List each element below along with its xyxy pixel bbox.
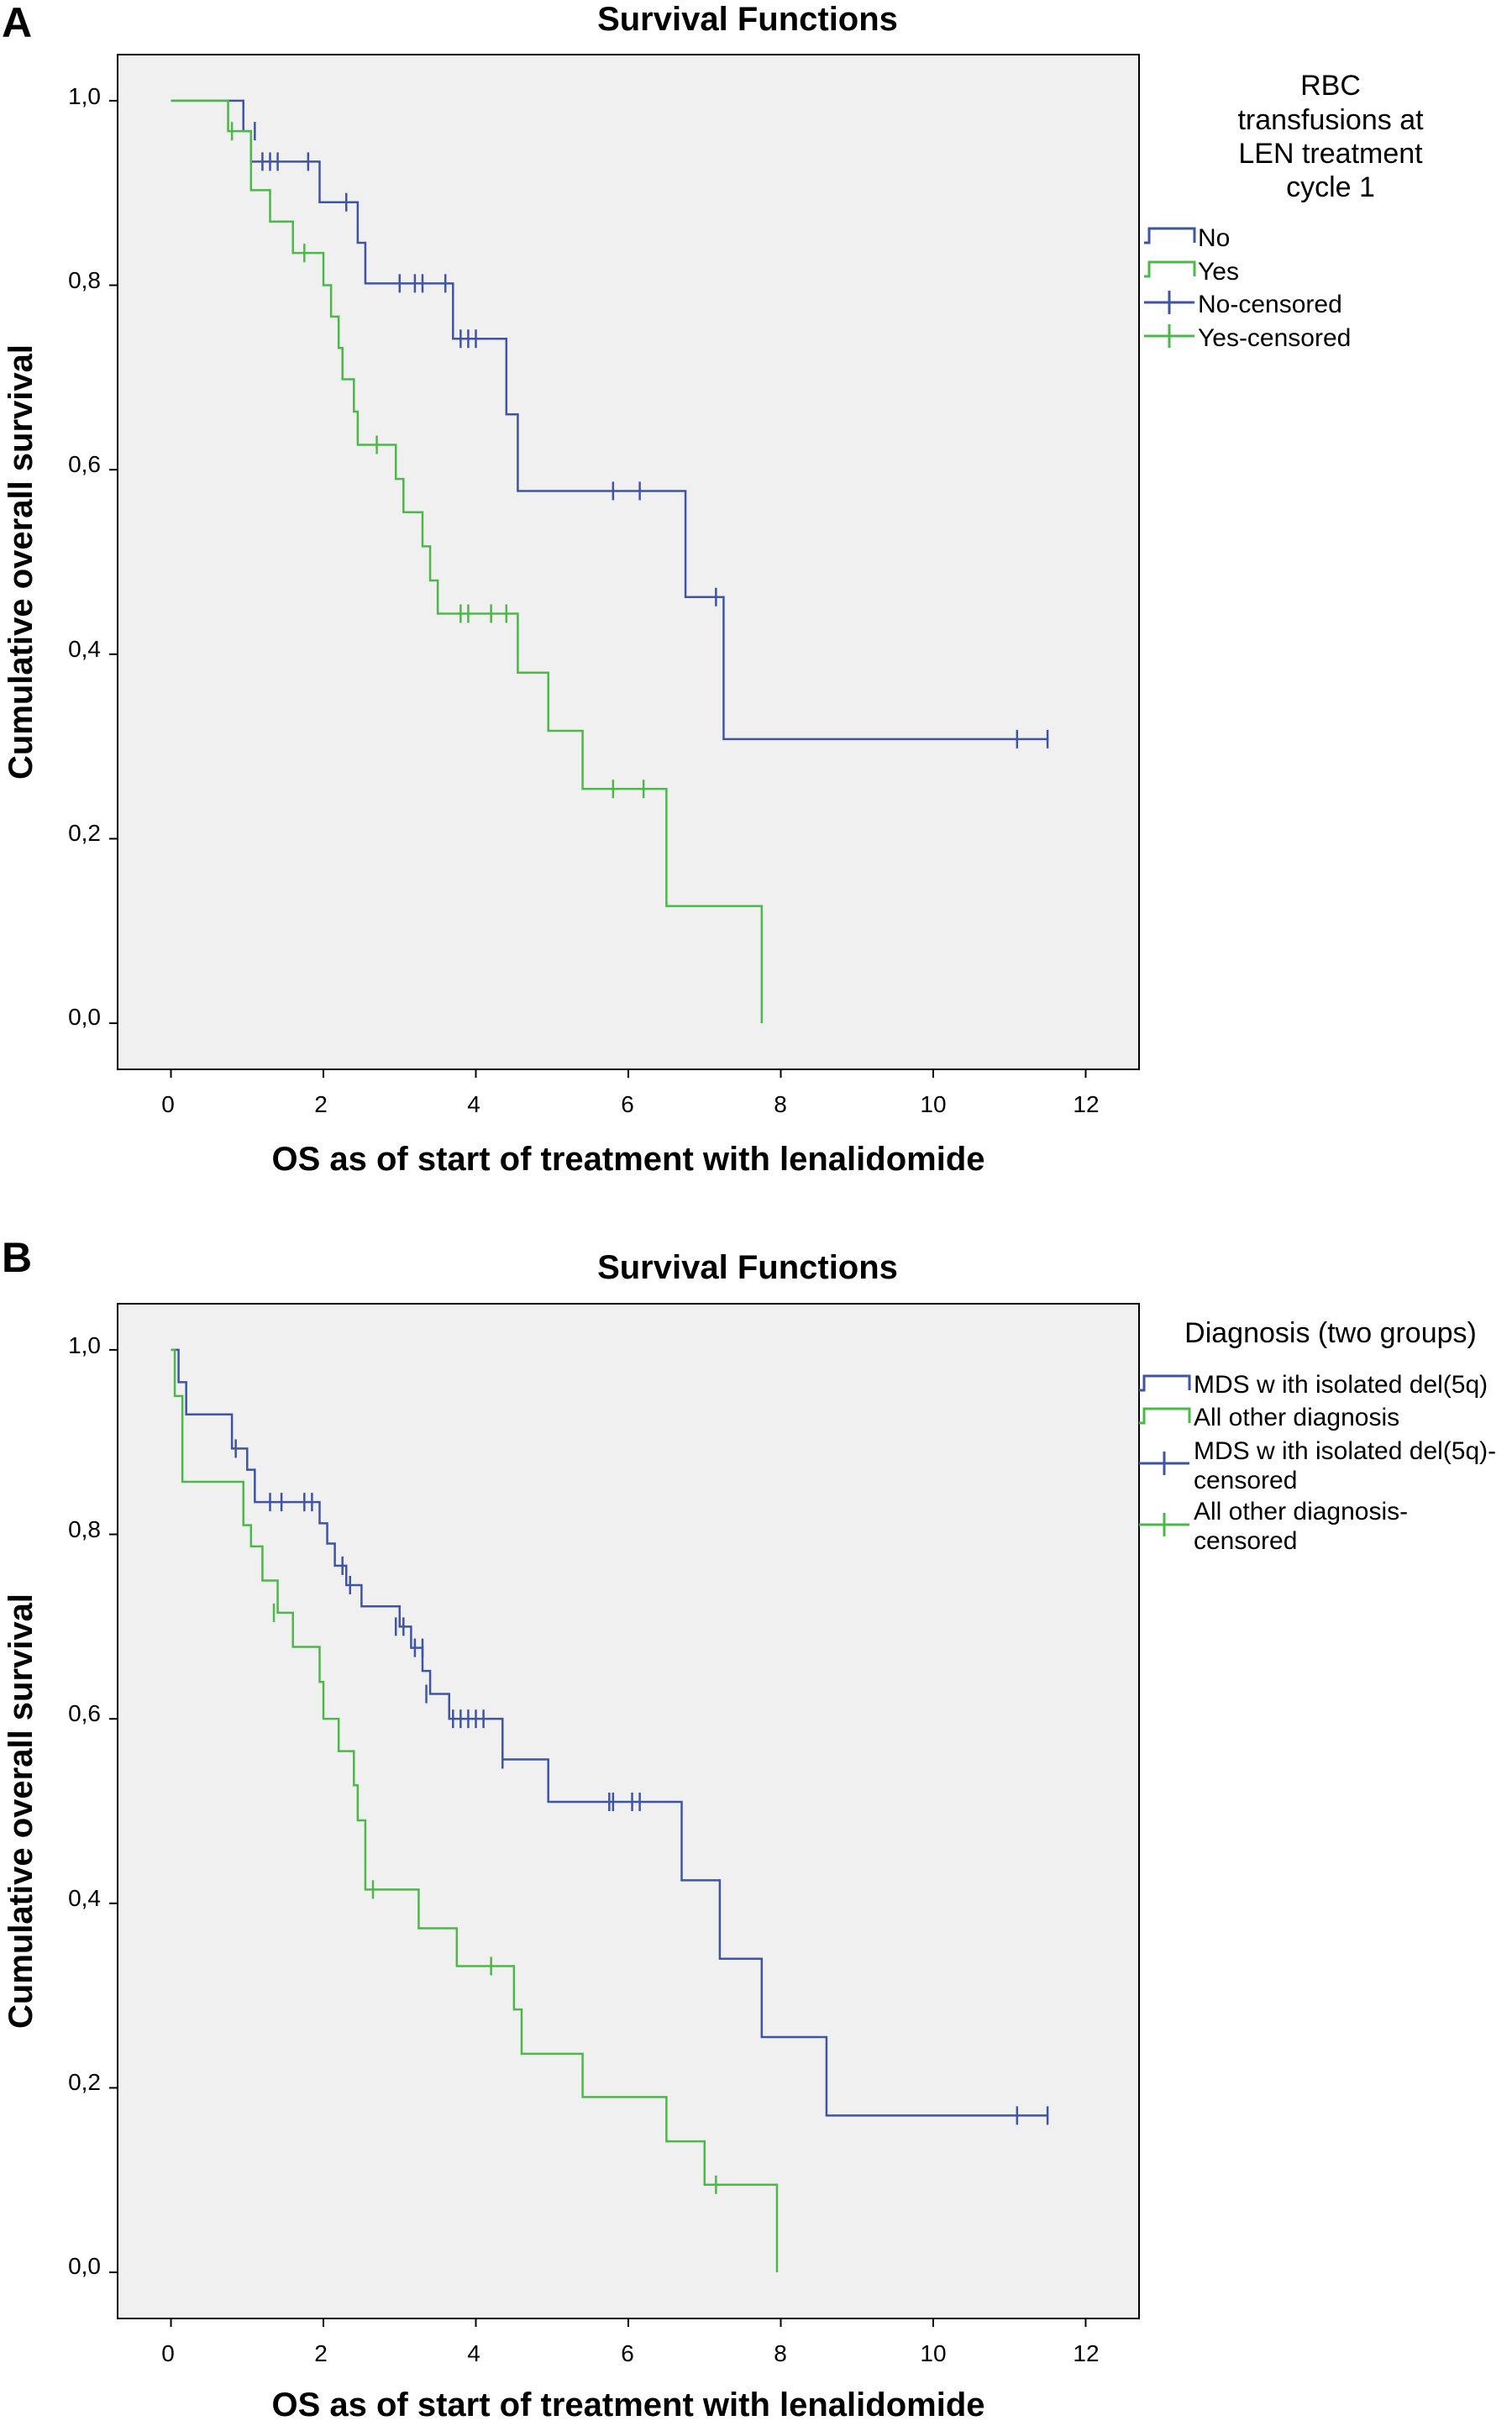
x-tick-label: 2 xyxy=(314,2340,328,2366)
legend-label: No-censored xyxy=(1198,291,1342,318)
legend-item: All other diagnosis xyxy=(1139,1404,1399,1431)
panel-label: B xyxy=(2,1234,32,1281)
y-tick-label: 0,0 xyxy=(68,2253,101,2279)
y-axis: 0,0 0,2 0,4 0,6 0,8 1,0 Cumulative overa… xyxy=(3,83,118,1030)
legend-title-line: LEN treatment xyxy=(1238,138,1423,170)
series-group xyxy=(171,1348,779,2273)
legend-symbol-step xyxy=(1139,1374,1191,1392)
legend-item: All other diagnosis- censored xyxy=(1139,1498,1415,1555)
y-tick-label: 0,2 xyxy=(68,2069,101,2095)
legend-symbol-tick xyxy=(1139,1513,1189,1536)
survival-step-line xyxy=(171,99,764,1024)
series-group xyxy=(171,1348,1049,2125)
x-tick-label: 10 xyxy=(920,1091,946,1117)
legend-symbol-step xyxy=(1139,1407,1191,1425)
y-tick-label: 0,4 xyxy=(68,636,101,662)
chart-title: Survival Functions xyxy=(597,1,898,38)
survival-step-line xyxy=(171,1348,779,2273)
y-tick-label: 1,0 xyxy=(68,1332,101,1358)
legend-label: MDS w ith isolated del(5q) xyxy=(1194,1371,1488,1399)
x-tick-label: 8 xyxy=(774,2340,787,2366)
legend-item: No-censored xyxy=(1144,291,1342,318)
legend-title-line: cycle 1 xyxy=(1286,171,1375,203)
x-axis-label: OS as of start of treatment with lenalid… xyxy=(271,1141,984,1178)
legend-symbol-tick xyxy=(1144,291,1194,314)
legend-label-line: MDS w ith isolated del(5q)- xyxy=(1194,1437,1496,1465)
y-tick-label: 0,4 xyxy=(68,1885,101,1911)
legend-symbol-tick xyxy=(1144,324,1194,348)
y-tick-label: 0,8 xyxy=(68,1516,101,1542)
survival-step-line xyxy=(171,1348,1048,2117)
plot-area xyxy=(117,1303,1140,2319)
chart-svg-a: A Survival Functions 0,0 0,2 0,4 0,6 0,8… xyxy=(2,0,1424,1178)
legend-label: Yes-censored xyxy=(1198,324,1351,352)
legend-title-line: RBC xyxy=(1300,70,1361,102)
legend: RBC transfusions at LEN treatment cycle … xyxy=(1144,70,1424,352)
x-axis-label: OS as of start of treatment with lenalid… xyxy=(271,2387,984,2423)
plot-area xyxy=(117,54,1140,1070)
legend-label: All other diagnosis- censored xyxy=(1194,1498,1415,1555)
series-layer xyxy=(171,1348,1049,2273)
x-tick-label: 6 xyxy=(621,1091,634,1117)
y-axis: 0,0 0,2 0,4 0,6 0,8 1,0 Cumulative overa… xyxy=(3,1332,118,2279)
legend: Diagnosis (two groups) MDS w ith isolate… xyxy=(1139,1317,1503,1555)
legend-label: No xyxy=(1198,224,1230,252)
legend-item: Yes xyxy=(1144,258,1239,286)
y-tick-label: 1,0 xyxy=(68,83,101,109)
x-tick-label: 0 xyxy=(161,1091,175,1117)
x-axis: 0 2 4 6 8 10 12 OS as of start of treatm… xyxy=(161,2318,1100,2423)
legend-label-line: All other diagnosis- xyxy=(1194,1498,1408,1525)
x-tick-label: 12 xyxy=(1073,2340,1099,2366)
legend-symbol-step xyxy=(1144,260,1196,278)
chart-svg-b: B Survival Functions 0,0 0,2 0,4 0,6 0,8… xyxy=(2,1234,1503,2423)
legend-item: MDS w ith isolated del(5q)- censored xyxy=(1139,1437,1503,1494)
x-tick-label: 10 xyxy=(920,2340,946,2366)
legend-label-line: censored xyxy=(1194,1467,1297,1494)
legend-label: Yes xyxy=(1198,258,1239,286)
legend-symbol-step xyxy=(1144,227,1196,244)
legend-title-line: transfusions at xyxy=(1237,104,1424,136)
x-tick-label: 8 xyxy=(774,1091,787,1117)
x-tick-label: 2 xyxy=(314,1091,328,1117)
legend-item: MDS w ith isolated del(5q) xyxy=(1139,1371,1488,1399)
y-axis-label: Cumulative overall survival xyxy=(3,344,39,780)
x-axis: 0 2 4 6 8 10 12 OS as of start of treatm… xyxy=(161,1069,1100,1178)
legend-item: Yes-censored xyxy=(1144,324,1351,352)
panel-label: A xyxy=(2,0,32,46)
x-tick-label: 4 xyxy=(467,1091,480,1117)
y-tick-label: 0,2 xyxy=(68,820,101,846)
chart-title: Survival Functions xyxy=(597,1249,898,1286)
y-axis-label: Cumulative overall survival xyxy=(3,1594,39,2029)
series-group xyxy=(171,99,764,1024)
x-tick-label: 0 xyxy=(161,2340,175,2366)
panel-a: A Survival Functions 0,0 0,2 0,4 0,6 0,8… xyxy=(0,0,1512,1210)
legend-label-line: censored xyxy=(1194,1527,1297,1555)
y-tick-label: 0,0 xyxy=(68,1004,101,1030)
series-layer xyxy=(171,99,1049,1024)
legend-symbol-tick xyxy=(1139,1452,1189,1475)
panel-b: B Survival Functions 0,0 0,2 0,4 0,6 0,8… xyxy=(0,1216,1512,2426)
legend-item: No xyxy=(1144,224,1230,252)
x-tick-label: 6 xyxy=(621,2340,634,2366)
y-tick-label: 0,8 xyxy=(68,267,101,293)
x-tick-label: 4 xyxy=(467,2340,480,2366)
legend-title: Diagnosis (two groups) xyxy=(1184,1317,1477,1349)
legend-label: MDS w ith isolated del(5q)- censored xyxy=(1194,1437,1503,1494)
y-tick-label: 0,6 xyxy=(68,1700,101,1726)
legend-label: All other diagnosis xyxy=(1194,1404,1399,1431)
x-tick-label: 12 xyxy=(1073,1091,1099,1117)
y-tick-label: 0,6 xyxy=(68,451,101,477)
